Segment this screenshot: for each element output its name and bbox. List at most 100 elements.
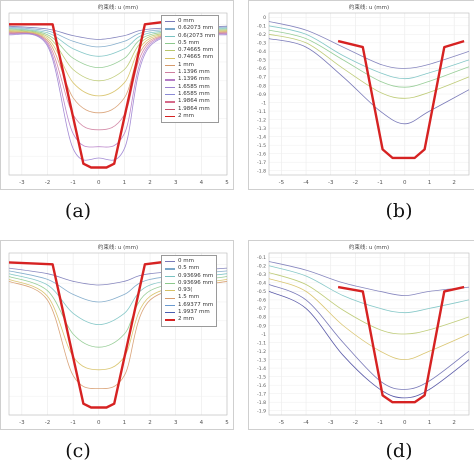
legend-swatch <box>165 64 175 67</box>
chart-d-y-tick-label: -0.5 <box>257 289 266 295</box>
chart-b-y-tick-label: -0.8 <box>257 83 266 89</box>
chart-c-x-tick-label: -1 <box>70 420 75 426</box>
chart-a: 约束线: u (mm) -3 -2 -1 0 1 2 3 4 5 <box>8 3 229 186</box>
chart-b-y-tick-label: -1.1 <box>257 109 266 115</box>
chart-d-y-tick-label: -1 <box>261 332 266 338</box>
legend-entry: 0.93696 mm <box>165 273 213 280</box>
legend-label: 1.9864 mm <box>178 98 210 105</box>
chart-b-y-tick-label: -1 <box>261 100 266 106</box>
panel-c: 约束线: u (mm) -3 -2 -1 0 1 2 3 4 5 0 mm 0.5 mm 0.9369… <box>0 240 237 440</box>
chart-a-profile-line <box>9 19 176 169</box>
chart-a-x-tick-label: 0 <box>97 180 101 186</box>
chart-b-y-tick-label: -1.5 <box>257 143 266 149</box>
chart-b-y-tick-label: -0.1 <box>257 24 266 30</box>
caption-c: (c) <box>65 440 91 462</box>
chart-d-series-line <box>268 265 470 314</box>
legend-swatch <box>165 94 175 96</box>
chart-a-x-tick-label: 5 <box>225 180 229 186</box>
chart-a-title: 约束线: u (mm) <box>98 3 138 11</box>
chart-a-series-line <box>8 25 228 40</box>
legend-entry: 1.69377 mm <box>165 302 213 309</box>
chart-d-y-tick-label: -1.8 <box>257 400 266 406</box>
legend-entry: 0.5 mm <box>165 265 213 272</box>
chart-a-x-tick-label: -3 <box>19 180 25 186</box>
chart-a-x-tick-label: 3 <box>174 180 178 186</box>
chart-d: 约束线: u (mm) -5 -4 -3 -2 -1 0 1 2 -0.1 -0.2 -0.3 -0.4… <box>257 243 470 426</box>
chart-a-series-line <box>8 32 228 131</box>
legend-label: 1.6585 mm <box>178 90 210 97</box>
legend-label: 0.62073 mm <box>178 25 214 32</box>
chart-b-x-tick-label: -1 <box>377 180 382 186</box>
chart-d-y-tick-label: -1.9 <box>257 409 266 415</box>
legend-swatch <box>165 319 175 321</box>
chart-c-series-line <box>8 276 228 348</box>
legend-entry: 0.5 mm <box>165 40 215 47</box>
legend-label: 0.6(2073 mm <box>178 32 216 39</box>
chart-d-y-tick-label: -0.1 <box>257 255 266 261</box>
chart-a-axes-box <box>8 12 228 176</box>
chart-b: 约束线: u (mm) -5 -4 -3 -2 -1 0 1 2 0 -0.1 -0.2 -0.3 -0.… <box>257 3 470 186</box>
chart-a-series-line <box>8 26 228 48</box>
legend-entry: 0 mm <box>165 258 213 265</box>
legend-entry: 0.93( <box>165 287 213 294</box>
chart-d-title: 约束线: u (mm) <box>349 243 389 251</box>
legend-swatch <box>165 79 175 81</box>
chart-a-x-tick-label: 1 <box>123 180 127 186</box>
chart-a-x-tick-label: 2 <box>148 180 152 186</box>
chart-d-x-tick-label: -3 <box>328 420 334 426</box>
legend-a: 0 mm 0.62073 mm 0.6(2073 mm 0.5 mm 0.74665 m… <box>161 15 220 124</box>
chart-a-x-tick-label: -1 <box>70 180 75 186</box>
chart-c-axes-box <box>8 252 228 416</box>
legend-entry: 1 mm <box>165 62 215 69</box>
chart-b-x-tick-label: 0 <box>403 180 407 186</box>
chart-c-x-tick-label: 2 <box>148 420 152 426</box>
legend-label: 0.74665 mm <box>178 47 214 54</box>
legend-label: 0.93696 mm <box>178 279 214 286</box>
plot-area-b: 约束线: u (mm) -5 -4 -3 -2 -1 0 1 2 0 -0.1 -0.2 -0.3 -0.… <box>248 0 474 190</box>
chart-d-series-line <box>268 272 470 335</box>
legend-entry: 0.93696 mm <box>165 280 213 287</box>
chart-d-x-tick-label: 2 <box>452 420 456 426</box>
chart-d-y-tick-label: -0.9 <box>257 323 266 329</box>
chart-a-x-tick-label: -2 <box>45 180 50 186</box>
chart-c-x-tick-label: 4 <box>200 420 204 426</box>
chart-d-series-line <box>268 261 470 297</box>
chart-b-y-tick-label: -0.5 <box>257 58 266 64</box>
chart-d-y-tick-label: -1.5 <box>257 374 266 380</box>
chart-b-y-tick-label: -0.6 <box>257 66 266 72</box>
legend-label: 0 mm <box>178 18 194 24</box>
chart-d-series-line <box>268 278 470 361</box>
legend-swatch <box>165 57 175 59</box>
chart-b-y-tick-label: -1.2 <box>257 117 266 123</box>
chart-d-series-line <box>268 284 470 390</box>
chart-b-y-tick-label: -0.7 <box>257 75 266 81</box>
caption-a: (a) <box>64 200 92 222</box>
legend-entry: 0.6(2073 mm <box>165 33 215 40</box>
chart-b-axes-box <box>268 12 470 176</box>
legend-entry: 1.9864 mm <box>165 106 215 113</box>
legend-swatch <box>165 312 175 314</box>
legend-entry: 1.6585 mm <box>165 91 215 98</box>
legend-swatch <box>165 21 175 23</box>
legend-entry: 0 mm <box>165 18 215 25</box>
legend-label: 1.1396 mm <box>178 76 210 83</box>
legend-entry: 0.62073 mm <box>165 25 215 32</box>
legend-entry: 2 mm <box>165 316 213 323</box>
chart-b-y-tick-label: -0.4 <box>257 49 266 55</box>
chart-d-y-tick-label: -1.3 <box>257 357 266 363</box>
chart-b-y-tick-label: -0.9 <box>257 92 266 98</box>
chart-d-x-tick-label: -2 <box>353 420 358 426</box>
legend-entry: 1.9937 mm <box>165 309 213 316</box>
legend-swatch <box>165 297 175 299</box>
legend-swatch <box>165 35 175 37</box>
legend-swatch <box>165 108 175 110</box>
legend-entry: 1.9864 mm <box>165 98 215 105</box>
chart-d-y-tick-label: -0.7 <box>257 306 266 312</box>
legend-swatch <box>165 268 175 270</box>
chart-c-title: 约束线: u (mm) <box>98 243 138 251</box>
chart-b-x-tick-label: -5 <box>279 180 285 186</box>
chart-b-x-tick-label: -3 <box>328 180 334 186</box>
chart-b-y-tick-label: -1.3 <box>257 126 266 132</box>
legend-entry: 0.74665 mm <box>165 54 215 61</box>
chart-d-y-tick-label: -0.8 <box>257 315 266 321</box>
